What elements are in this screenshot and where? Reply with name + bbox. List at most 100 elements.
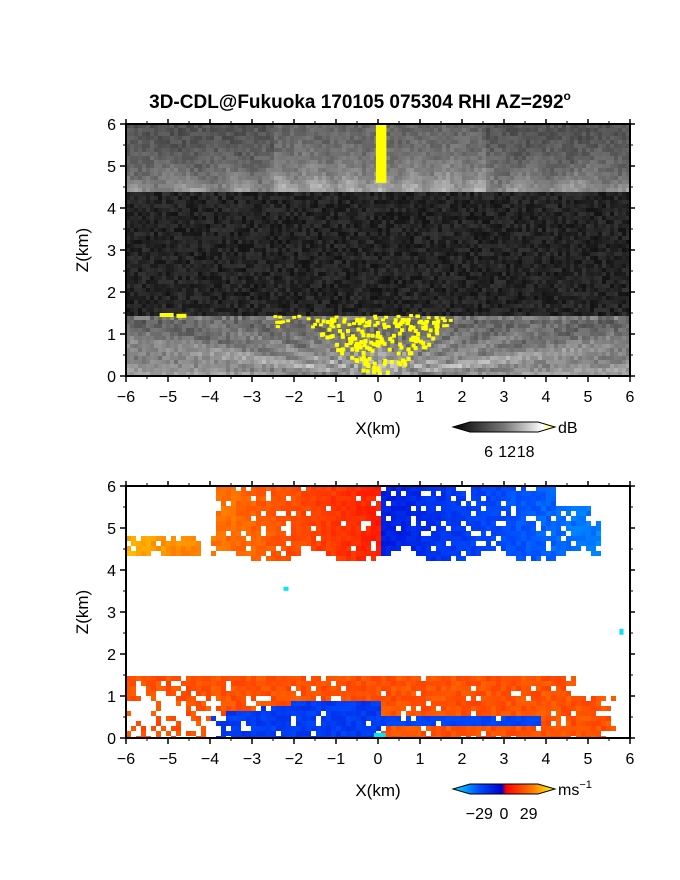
reflectivity-cell [410,156,414,160]
reflectivity-cell [330,332,334,336]
reflectivity-cell [162,300,166,304]
reflectivity-cell [414,272,418,276]
reflectivity-cell [202,232,206,236]
reflectivity-cell [354,196,358,200]
reflectivity-cell [174,372,178,376]
reflectivity-cell [278,268,282,272]
reflectivity-cell [430,128,434,132]
reflectivity-cell [322,196,326,200]
reflectivity-cell [242,180,246,184]
reflectivity-cell [334,324,338,328]
reflectivity-cell [438,240,442,244]
reflectivity-cell [294,348,298,352]
reflectivity-cell [302,260,306,264]
reflectivity-cell [126,316,130,320]
reflectivity-cell [170,260,174,264]
reflectivity-cell [370,124,374,128]
reflectivity-cell [250,312,254,316]
reflectivity-cell [166,368,170,372]
reflectivity-cell [366,128,370,132]
reflectivity-cell [258,312,262,316]
reflectivity-cell [174,368,178,372]
reflectivity-cell [202,284,206,288]
reflectivity-cell [310,136,314,140]
reflectivity-cell [138,304,142,308]
reflectivity-cell [162,216,166,220]
reflectivity-cell [406,140,410,144]
reflectivity-cell [274,276,278,280]
reflectivity-cell [418,128,422,132]
reflectivity-cell [306,236,310,240]
reflectivity-cell [210,372,214,376]
reflectivity-cell [174,336,178,340]
reflectivity-cell [310,328,314,332]
reflectivity-cell [390,320,394,324]
reflectivity-cell [206,308,210,312]
reflectivity-cell [386,332,390,336]
reflectivity-cell [306,284,310,288]
reflectivity-cell [390,208,394,212]
reflectivity-cell [302,368,306,372]
reflectivity-cell [250,264,254,268]
reflectivity-cell [366,252,370,256]
reflectivity-cell [254,364,258,368]
reflectivity-cell [242,176,246,180]
reflectivity-cell [298,228,302,232]
reflectivity-cell [182,256,186,260]
reflectivity-cell [238,196,242,200]
reflectivity-cell [182,360,186,364]
reflectivity-cell [154,256,158,260]
reflectivity-cell [234,316,238,320]
reflectivity-cell [306,136,310,140]
reflectivity-cell [318,352,322,356]
reflectivity-cell [390,200,394,204]
reflectivity-cell [286,132,290,136]
reflectivity-cell [322,300,326,304]
reflectivity-cell [330,356,334,360]
reflectivity-cell [138,152,142,156]
reflectivity-cell [314,336,318,340]
reflectivity-cell [162,204,166,208]
reflectivity-cell [154,216,158,220]
reflectivity-cell [418,160,422,164]
reflectivity-cell [242,220,246,224]
reflectivity-cell [306,148,310,152]
reflectivity-cell [182,280,186,284]
reflectivity-cell [402,260,406,264]
reflectivity-cell [214,212,218,216]
reflectivity-cell [198,368,202,372]
reflectivity-cell [274,232,278,236]
reflectivity-cell [402,192,406,196]
reflectivity-cell [430,228,434,232]
reflectivity-cell [430,272,434,276]
reflectivity-cell [398,312,402,316]
reflectivity-cell [294,360,298,364]
reflectivity-cell [234,152,238,156]
reflectivity-cell [222,172,226,176]
reflectivity-cell [190,228,194,232]
reflectivity-cell [246,288,250,292]
reflectivity-cell [226,336,230,340]
reflectivity-cell [138,320,142,324]
reflectivity-cell [438,340,442,344]
reflectivity-cell [210,280,214,284]
reflectivity-cell [370,244,374,248]
reflectivity-cell [294,340,298,344]
reflectivity-cell [194,300,198,304]
reflectivity-cell [354,164,358,168]
reflectivity-cell [130,264,134,268]
reflectivity-cell [430,188,434,192]
reflectivity-cell [382,344,386,348]
reflectivity-cell [166,300,170,304]
reflectivity-cell [350,300,354,304]
reflectivity-cell [362,304,366,308]
reflectivity-cell [410,224,414,228]
reflectivity-cell [258,316,262,320]
reflectivity-cell [326,268,330,272]
reflectivity-cell [402,148,406,152]
reflectivity-cell [402,180,406,184]
reflectivity-cell [294,300,298,304]
reflectivity-cell [306,220,310,224]
reflectivity-cell [186,144,190,148]
reflectivity-cell [274,156,278,160]
